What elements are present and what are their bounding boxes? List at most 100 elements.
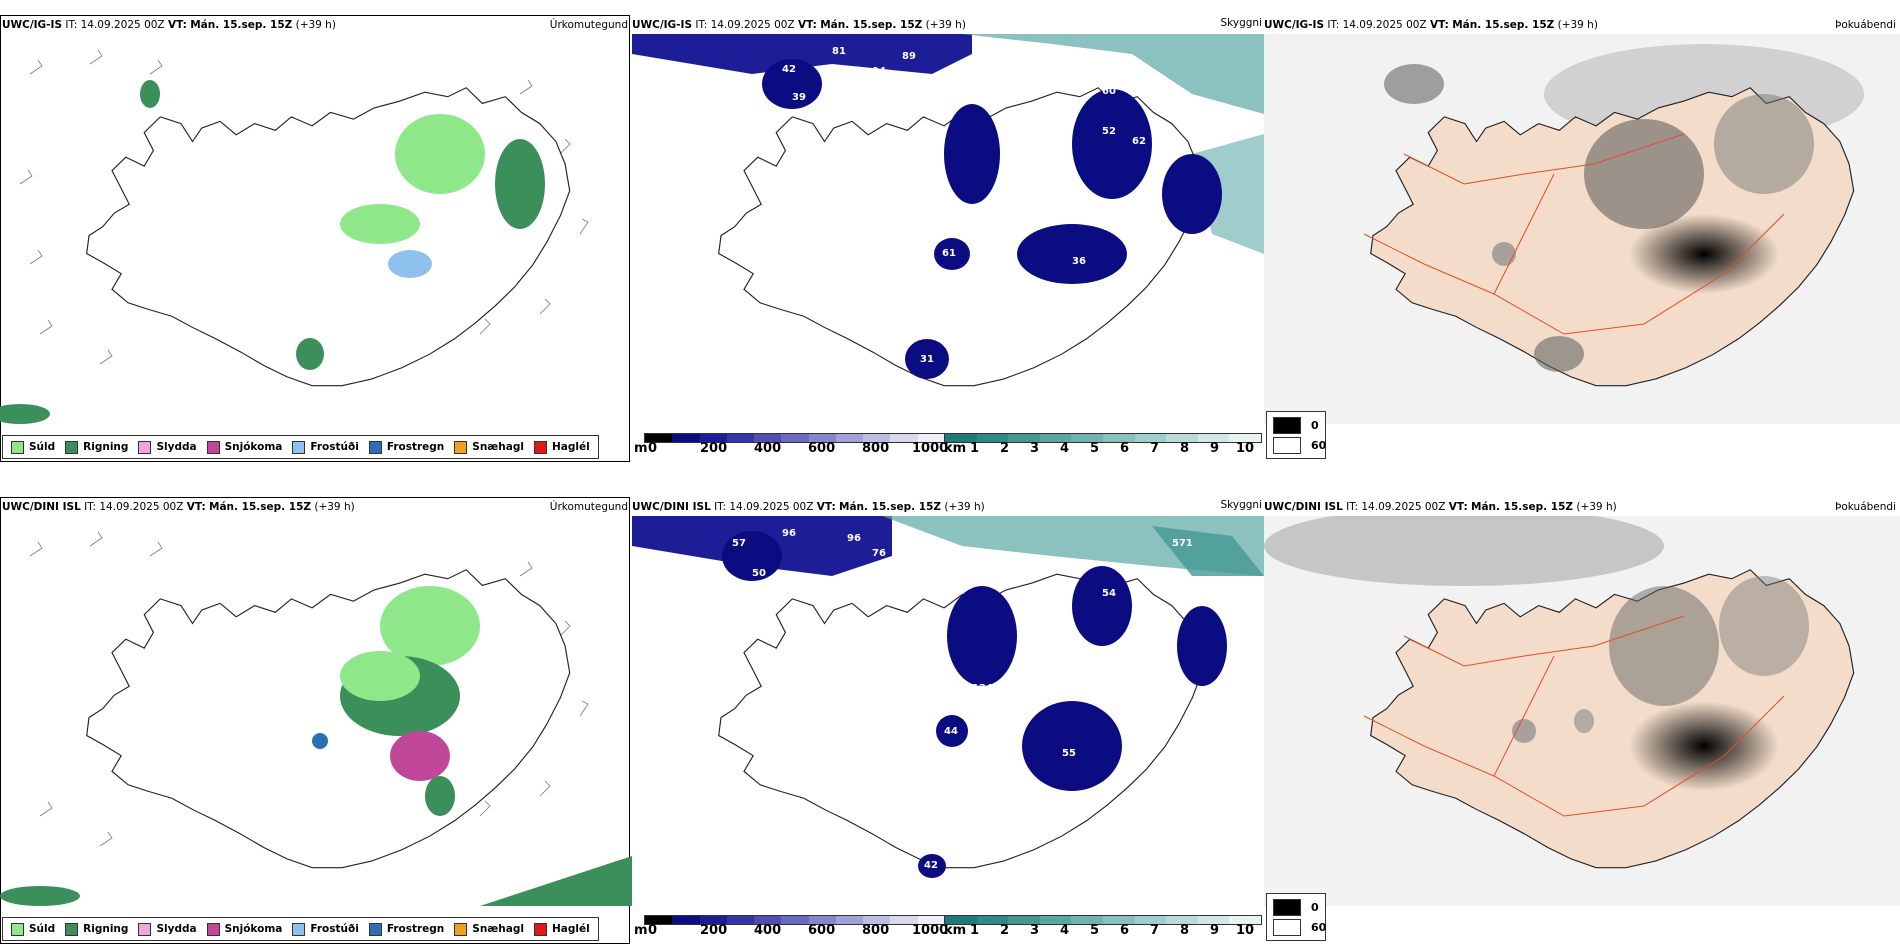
visibility-tick: 6 <box>1120 923 1130 938</box>
svg-text:238: 238 <box>972 61 993 72</box>
precip-legend: Súld Rigning Slydda Snjókoma Frostúði Fr… <box>2 435 599 459</box>
svg-text:96: 96 <box>782 528 796 539</box>
precip-map <box>0 49 589 424</box>
it-label: IT: <box>1346 501 1359 513</box>
panel-title: Úrkomutegund <box>549 19 628 31</box>
init-time: 14.09.2025 00Z <box>710 19 795 31</box>
vt-label: VT: <box>816 501 836 513</box>
precip-legend: Súld Rigning Slydda Snjókoma Frostúði Fr… <box>2 917 599 941</box>
legend-item: Snæhagl <box>454 440 524 454</box>
panel-header: UWC/DINI ISL IT: 14.09.2025 00Z VT: Mán.… <box>1264 501 1617 513</box>
ceiling-tick: 1000 <box>912 923 949 938</box>
cloud-visibility-panel: UWC/IG-IS IT: 14.09.2025 00Z VT: Mán. 15… <box>632 0 1264 465</box>
color-scales: m 0 200 400 600 800 1000 km 1 2 3 4 5 6 … <box>632 429 1264 459</box>
fog-map <box>1264 34 1900 424</box>
precip-type-panel: UWC/DINI ISL IT: 14.09.2025 00Z VT: Mán.… <box>0 482 632 947</box>
ceiling-tick: 600 <box>808 441 836 456</box>
vt-label: VT: <box>186 501 206 513</box>
ceiling-tick: 400 <box>754 441 782 456</box>
cloud-visibility-panel: UWC/DINI ISL IT: 14.09.2025 00Z VT: Mán.… <box>632 482 1264 947</box>
legend-item: Slydda <box>138 440 197 454</box>
ceiling-tick: 200 <box>700 441 728 456</box>
legend-item: Frostregn <box>368 440 444 454</box>
ceiling-scale-bar <box>644 433 946 443</box>
visibility-scale-bar <box>944 433 1262 443</box>
legend-item: Haglél <box>533 922 590 936</box>
low-cloud-areas <box>762 59 1222 379</box>
fog-legend: 0 60 <box>1266 411 1326 459</box>
visibility-tick: 9 <box>1210 923 1220 938</box>
model-name: UWC/IG-IS <box>632 19 693 31</box>
svg-text:124: 124 <box>972 683 993 694</box>
panel-header: UWC/DINI ISL IT: 14.09.2025 00Z VT: Mán.… <box>632 501 985 513</box>
svg-text:57: 57 <box>732 538 746 549</box>
legend-item: Frostregn <box>368 922 444 936</box>
cloud-base-labels: 96 96 76 57 50 571 54 124 55 44 42 <box>732 528 1193 871</box>
panel-header: UWC/IG-IS IT: 14.09.2025 00Z VT: Mán. 15… <box>1264 19 1598 31</box>
fog-legend: 0 60 <box>1266 893 1326 941</box>
visibility-tick: 2 <box>1000 923 1010 938</box>
svg-text:76: 76 <box>872 548 886 559</box>
ceiling-tick: 0 <box>648 441 658 456</box>
ceiling-tick: 1000 <box>912 441 949 456</box>
visibility-tick: 4 <box>1060 441 1070 456</box>
cloud-base-map: 96 96 76 57 50 571 54 124 55 44 42 <box>632 516 1264 906</box>
vt-label: VT: <box>1448 501 1468 513</box>
svg-text:81: 81 <box>832 46 846 57</box>
svg-text:39: 39 <box>792 92 806 103</box>
precip-areas <box>0 80 545 424</box>
legend-item: Rigning <box>65 440 128 454</box>
visibility-tick: 10 <box>1236 441 1255 456</box>
road-network <box>1363 615 1785 817</box>
fog-legend-item: 0 <box>1273 899 1319 916</box>
fog-legend-item: 60 <box>1273 919 1326 936</box>
svg-text:55: 55 <box>1062 748 1076 759</box>
fog-legend-item: 60 <box>1273 437 1326 454</box>
init-time: 14.09.2025 00Z <box>1342 19 1427 31</box>
svg-text:60: 60 <box>1102 86 1116 97</box>
model-name: UWC/IG-IS <box>1264 19 1325 31</box>
visibility-tick: 4 <box>1060 923 1070 938</box>
model-name: UWC/DINI ISL <box>1264 501 1343 513</box>
fog-map <box>1264 516 1900 906</box>
model-name: UWC/DINI ISL <box>2 501 81 513</box>
it-label: IT: <box>65 19 78 31</box>
valid-time: Mán. 15.sep. 15Z <box>1471 501 1574 513</box>
svg-text:50: 50 <box>752 568 766 579</box>
panel-title: Þokuábendi <box>1835 19 1896 31</box>
it-label: IT: <box>695 19 708 31</box>
valid-time: Mán. 15.sep. 15Z <box>209 501 312 513</box>
valid-time: Mán. 15.sep. 15Z <box>820 19 923 31</box>
ceiling-tick: 200 <box>700 923 728 938</box>
low-cloud-areas <box>722 531 1227 878</box>
svg-text:42: 42 <box>924 860 938 871</box>
visibility-unit: km <box>944 441 967 456</box>
panel-title: Skyggni <box>1220 499 1263 511</box>
lead-time: (+39 h) <box>314 501 355 513</box>
lead-time: (+39 h) <box>944 501 985 513</box>
visibility-tick: 3 <box>1030 923 1040 938</box>
legend-item: Súld <box>11 922 55 936</box>
svg-text:96: 96 <box>847 533 861 544</box>
visibility-tick: 9 <box>1210 441 1220 456</box>
cloud-base-map: 81 89 94 42 39 238 60 52 62 36 61 31 <box>632 34 1264 424</box>
model-row-igis: UWC/IG-IS IT: 14.09.2025 00Z VT: Mán. 15… <box>0 0 1900 465</box>
model-name: UWC/IG-IS <box>2 19 63 31</box>
lead-time: (+39 h) <box>1557 19 1598 31</box>
panel-header: UWC/IG-IS IT: 14.09.2025 00Z VT: Mán. 15… <box>2 19 336 31</box>
precip-type-panel: UWC/IG-IS IT: 14.09.2025 00Z VT: Mán. 15… <box>0 0 632 465</box>
wind-barbs <box>29 531 589 847</box>
visibility-tick: 1 <box>970 923 980 938</box>
svg-text:62: 62 <box>1132 136 1146 147</box>
visibility-scale-bar <box>944 915 1262 925</box>
visibility-unit: km <box>944 923 967 938</box>
it-label: IT: <box>714 501 727 513</box>
svg-text:36: 36 <box>1072 256 1086 267</box>
fog-index-panel: UWC/DINI ISL IT: 14.09.2025 00Z VT: Mán.… <box>1264 482 1900 947</box>
visibility-tick: 6 <box>1120 441 1130 456</box>
fog-index-panel: UWC/IG-IS IT: 14.09.2025 00Z VT: Mán. 15… <box>1264 0 1900 465</box>
ceiling-tick: 0 <box>648 923 658 938</box>
svg-text:571: 571 <box>1172 538 1193 549</box>
panel-title: Þokuábendi <box>1835 501 1896 513</box>
legend-item: Snæhagl <box>454 922 524 936</box>
